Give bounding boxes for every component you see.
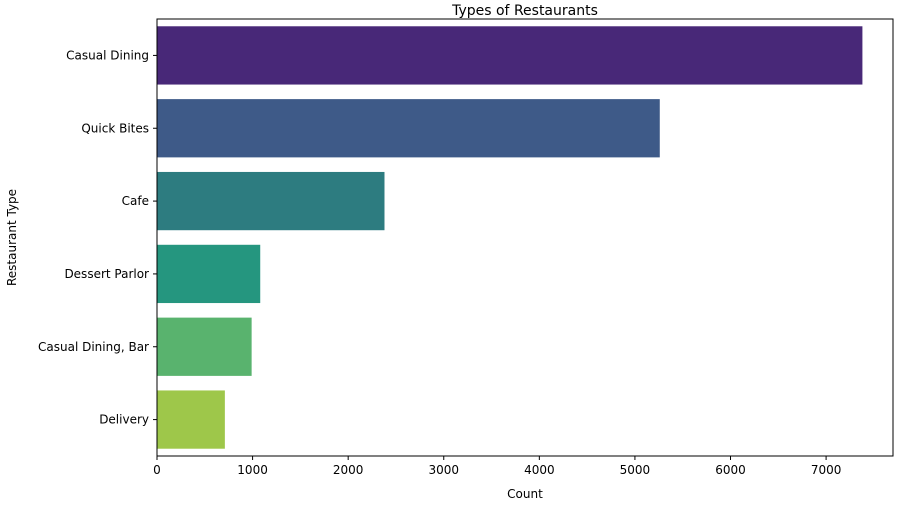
x-tick-label: 5000 — [620, 463, 651, 477]
y-tick-label: Dessert Parlor — [64, 267, 149, 281]
chart-title: Types of Restaurants — [451, 3, 598, 19]
x-tick-label: 1000 — [237, 463, 268, 477]
x-tick-label: 2000 — [333, 463, 364, 477]
bar-dessert-parlor — [157, 244, 261, 304]
x-tick-label: 4000 — [524, 463, 555, 477]
y-tick-label: Casual Dining — [66, 48, 149, 62]
x-tick-label: 7000 — [811, 463, 842, 477]
plot-area-frame — [156, 18, 894, 457]
x-tick-label: 0 — [153, 463, 161, 477]
x-axis-ticks: 0 1000 2000 3000 4000 5000 6000 7000 — [153, 456, 841, 477]
bar-delivery — [157, 390, 225, 449]
y-axis-label: Restaurant Type — [5, 189, 19, 286]
y-tick-label: Cafe — [122, 194, 149, 208]
x-tick-label: 6000 — [715, 463, 746, 477]
y-tick-label: Quick Bites — [81, 121, 149, 135]
y-tick-label: Delivery — [99, 413, 149, 427]
x-tick-label: 3000 — [428, 463, 459, 477]
y-axis-ticks: Casual Dining Quick Bites Cafe Dessert Parl… — [38, 48, 157, 427]
bars-group — [157, 26, 863, 449]
y-tick-label: Casual Dining, Bar — [38, 340, 149, 354]
bar-casual-dining-bar — [157, 317, 252, 376]
bar-quick-bites — [157, 99, 660, 158]
bar-cafe — [157, 171, 385, 231]
bar-casual-dining — [157, 26, 863, 85]
x-axis-label: Count — [507, 487, 543, 501]
